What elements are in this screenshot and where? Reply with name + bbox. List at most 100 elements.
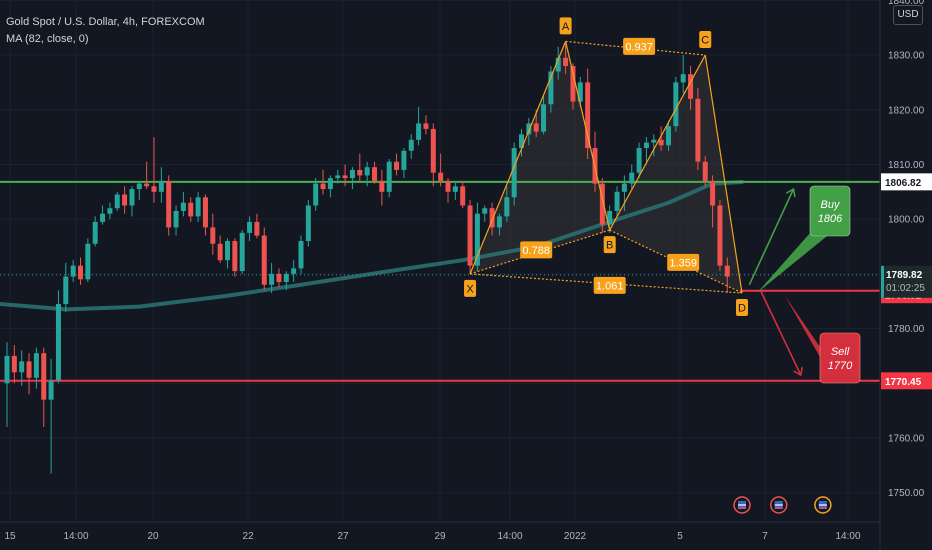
candle-body (136, 183, 142, 190)
candle (702, 156, 708, 187)
candle-body (100, 213, 106, 222)
candle (247, 216, 253, 242)
candle (78, 257, 83, 285)
candle-body (107, 208, 113, 214)
candle (261, 227, 267, 291)
chart-legend: Gold Spot / U.S. Dollar, 4h, FOREXCOM MA… (6, 14, 205, 48)
candle (430, 123, 436, 187)
pattern-point-c: C (701, 35, 709, 47)
candle-body (254, 221, 260, 236)
ratio-label: 0.788 (522, 245, 550, 257)
candle-body (55, 303, 61, 381)
grid (0, 0, 880, 522)
last-price-tag-accent (881, 265, 884, 298)
candle-body (570, 65, 576, 102)
event-flag-icon[interactable] (733, 496, 751, 514)
candle-body (85, 243, 91, 280)
event-flag-icon[interactable] (770, 496, 788, 514)
time-tick-label: 14:00 (497, 531, 522, 542)
candle-body (401, 150, 407, 170)
candle (349, 167, 355, 190)
time-tick-label: 2022 (564, 531, 587, 542)
sell-callout-label: Sell (831, 346, 850, 358)
event-flag-icon[interactable] (814, 496, 832, 514)
candle (408, 134, 414, 159)
candle (48, 358, 54, 474)
candle (202, 194, 208, 236)
candle-body (173, 210, 179, 228)
candle (122, 186, 128, 214)
candle-body (482, 208, 488, 214)
candle-body (276, 273, 282, 283)
candle-body (526, 123, 532, 135)
candle (11, 344, 17, 384)
candle-body (114, 194, 120, 209)
candle (225, 238, 230, 269)
candle-body (357, 169, 363, 176)
price-tick-label: 1830.00 (888, 51, 925, 62)
candle (452, 180, 458, 201)
candle-body (129, 189, 135, 206)
price-tick-label: 1760.00 (888, 433, 925, 444)
candle-body (78, 265, 83, 280)
ratio-line-ac (565, 40, 706, 56)
candle (688, 65, 694, 110)
candle-body (651, 139, 657, 143)
candle-body (416, 123, 422, 140)
price-tick-label: 1780.00 (888, 324, 925, 335)
time-tick-label: 29 (434, 531, 446, 542)
candle (107, 202, 113, 220)
candle-body (261, 235, 267, 285)
pattern-point-b-box (603, 236, 616, 254)
symbol-title[interactable]: Gold Spot / U.S. Dollar, 4h, FOREXCOM (6, 16, 205, 28)
candle (158, 167, 164, 203)
candle (33, 347, 39, 389)
candle-body (710, 180, 716, 206)
candle-body (48, 380, 54, 400)
candle (4, 342, 10, 428)
candle (291, 260, 297, 283)
candle-body (643, 142, 649, 149)
candle-body (151, 186, 157, 192)
pattern-point-d-box (736, 298, 748, 316)
leg-xa (469, 41, 567, 275)
candle-body (555, 57, 561, 72)
candle (599, 178, 605, 233)
candle-body (342, 175, 348, 179)
candle-body (372, 167, 377, 181)
candle-body (666, 126, 671, 146)
support-price-tag: 1806.82 (881, 173, 932, 191)
price-tick-label: 1800.00 (888, 215, 925, 226)
time-tick-label: 14:00 (835, 531, 860, 542)
candle (305, 200, 311, 247)
candle-body (26, 361, 32, 378)
ratio-label: 0.937 (625, 41, 653, 53)
candle (283, 271, 289, 291)
candle (680, 55, 686, 94)
candle-body (724, 265, 730, 277)
candle-body (673, 82, 679, 127)
support-price-tag-box (881, 173, 932, 191)
pattern-triangle-bcd (609, 55, 742, 293)
ma-indicator-label[interactable]: MA (82, close, 0) (6, 33, 89, 45)
last-price-text: 1789.82 (886, 270, 923, 281)
candle (394, 153, 400, 176)
candle-body (63, 276, 69, 304)
leg-ab (565, 41, 611, 231)
candle (504, 186, 510, 222)
sell-callout-target: 1770 (828, 360, 853, 372)
candle-body (489, 208, 495, 228)
candle-body (195, 197, 201, 217)
candle-body (423, 123, 429, 129)
projections: Buy 1806 Sell 1770 (748, 185, 861, 384)
candle (210, 213, 216, 255)
candle-body (460, 186, 466, 206)
candle-body (327, 178, 333, 190)
candle (357, 153, 363, 181)
candle (379, 169, 385, 206)
candle (643, 137, 649, 165)
currency-button[interactable]: USD (893, 5, 923, 25)
candle (276, 268, 282, 288)
candle-body (467, 205, 473, 266)
